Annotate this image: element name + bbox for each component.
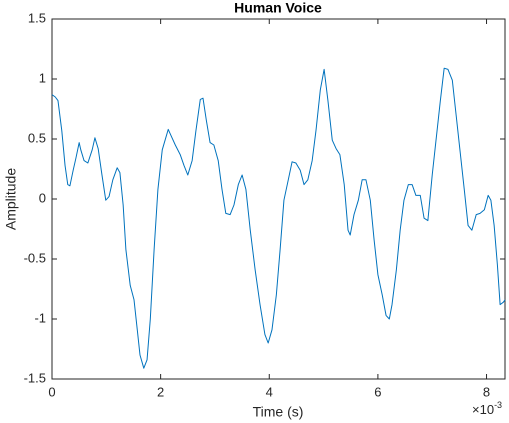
y-tick-label: 1.5 [28, 10, 46, 25]
chart-title: Human Voice [234, 0, 322, 16]
y-tick-label: 1 [39, 70, 46, 85]
x-tick-label: 8 [483, 384, 490, 399]
x-exponent-base: ×10 [472, 402, 494, 417]
x-tick-label: 4 [266, 384, 273, 399]
x-tick-label: 6 [374, 384, 381, 399]
data-line [51, 67, 506, 369]
x-axis-label: Time (s) [253, 404, 304, 420]
x-exponent: ×10-3 [472, 400, 502, 417]
y-tick-label: -0.5 [24, 250, 46, 265]
y-tick-label: 0 [39, 190, 46, 205]
plot-frame [51, 18, 506, 380]
y-tick-label: -1 [34, 310, 46, 325]
x-tick-label: 0 [48, 384, 55, 399]
y-axis-label: Amplitude [3, 168, 19, 230]
x-tick-label: 2 [157, 384, 164, 399]
x-exponent-power: -3 [494, 400, 502, 410]
y-tick-label: 0.5 [28, 130, 46, 145]
y-tick-label: -1.5 [24, 370, 46, 385]
